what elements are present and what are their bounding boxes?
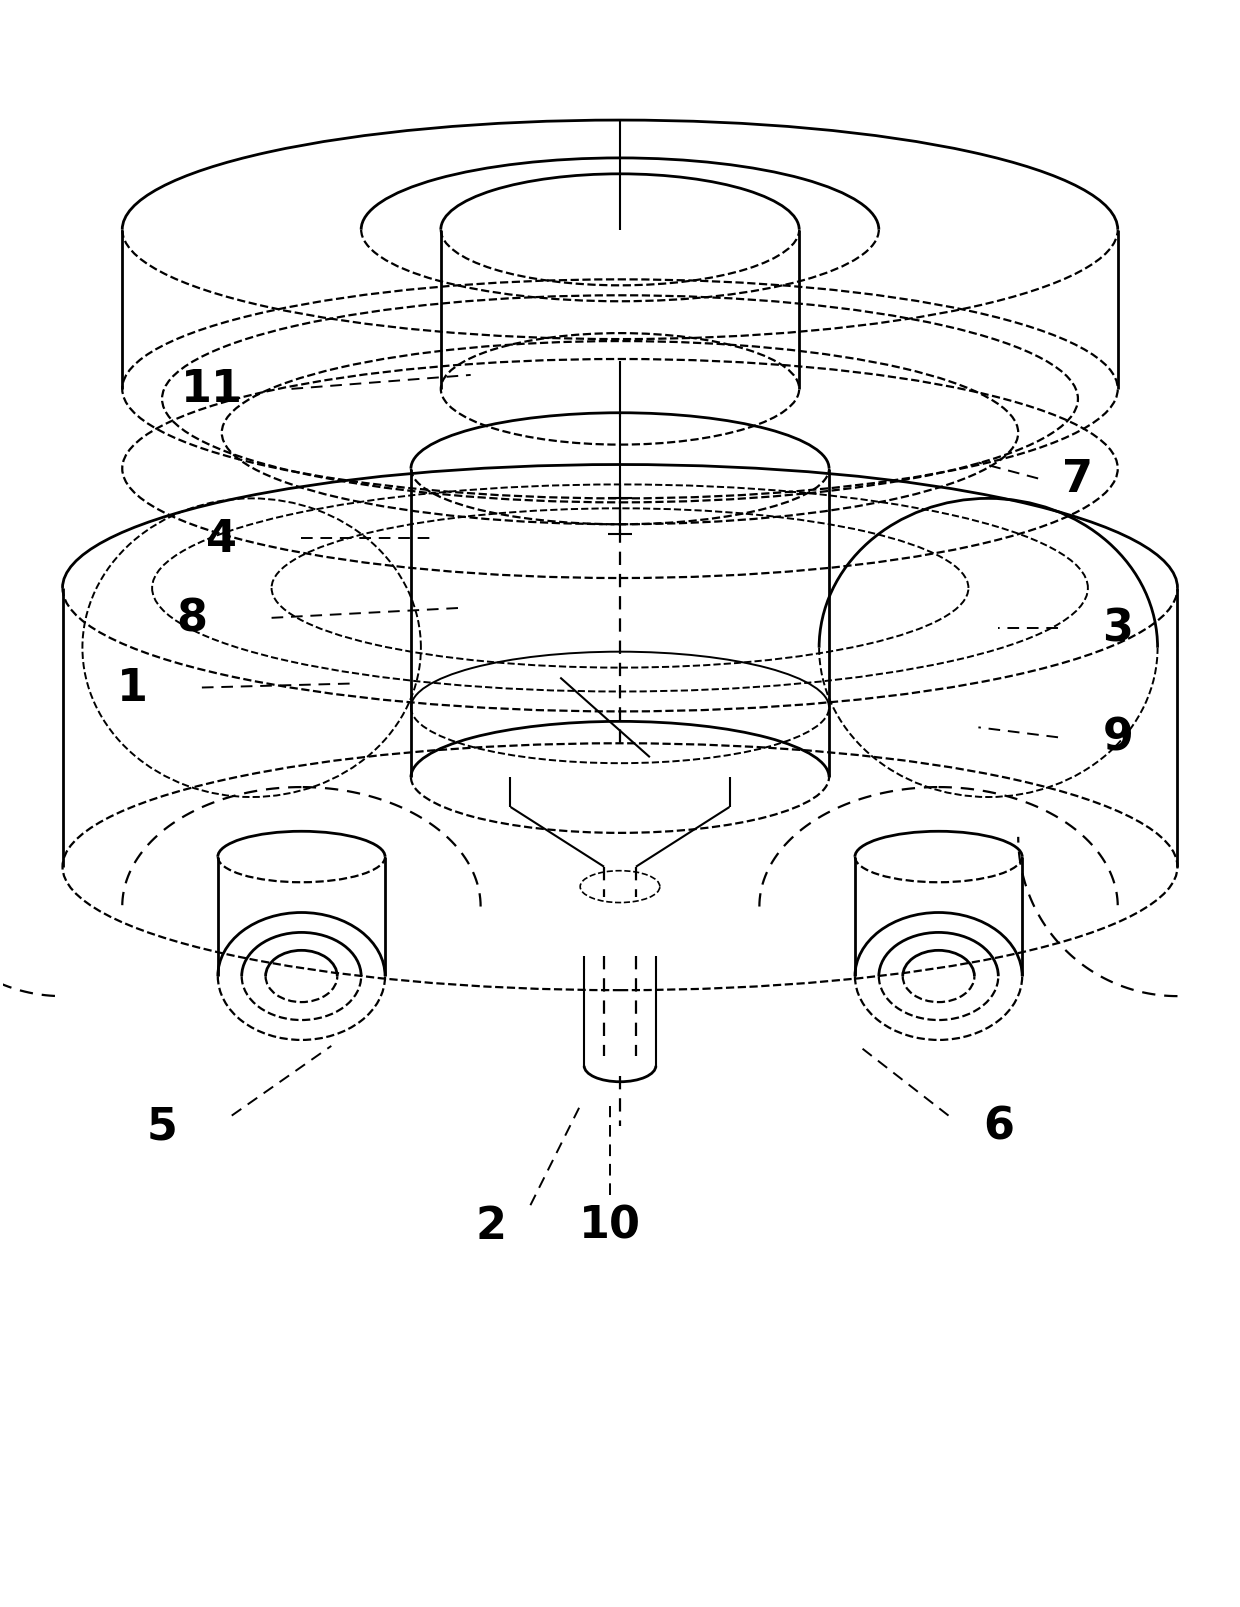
Text: 4: 4 <box>206 517 237 561</box>
Text: 9: 9 <box>1102 717 1133 760</box>
Text: 3: 3 <box>1102 607 1133 649</box>
Text: 10: 10 <box>579 1204 641 1247</box>
Text: 8: 8 <box>176 596 207 640</box>
Text: 1: 1 <box>117 667 148 710</box>
Text: 5: 5 <box>146 1104 177 1147</box>
Text: 7: 7 <box>1063 458 1094 501</box>
Text: 11: 11 <box>181 368 243 411</box>
Text: 2: 2 <box>475 1204 506 1247</box>
Text: 6: 6 <box>983 1104 1014 1147</box>
